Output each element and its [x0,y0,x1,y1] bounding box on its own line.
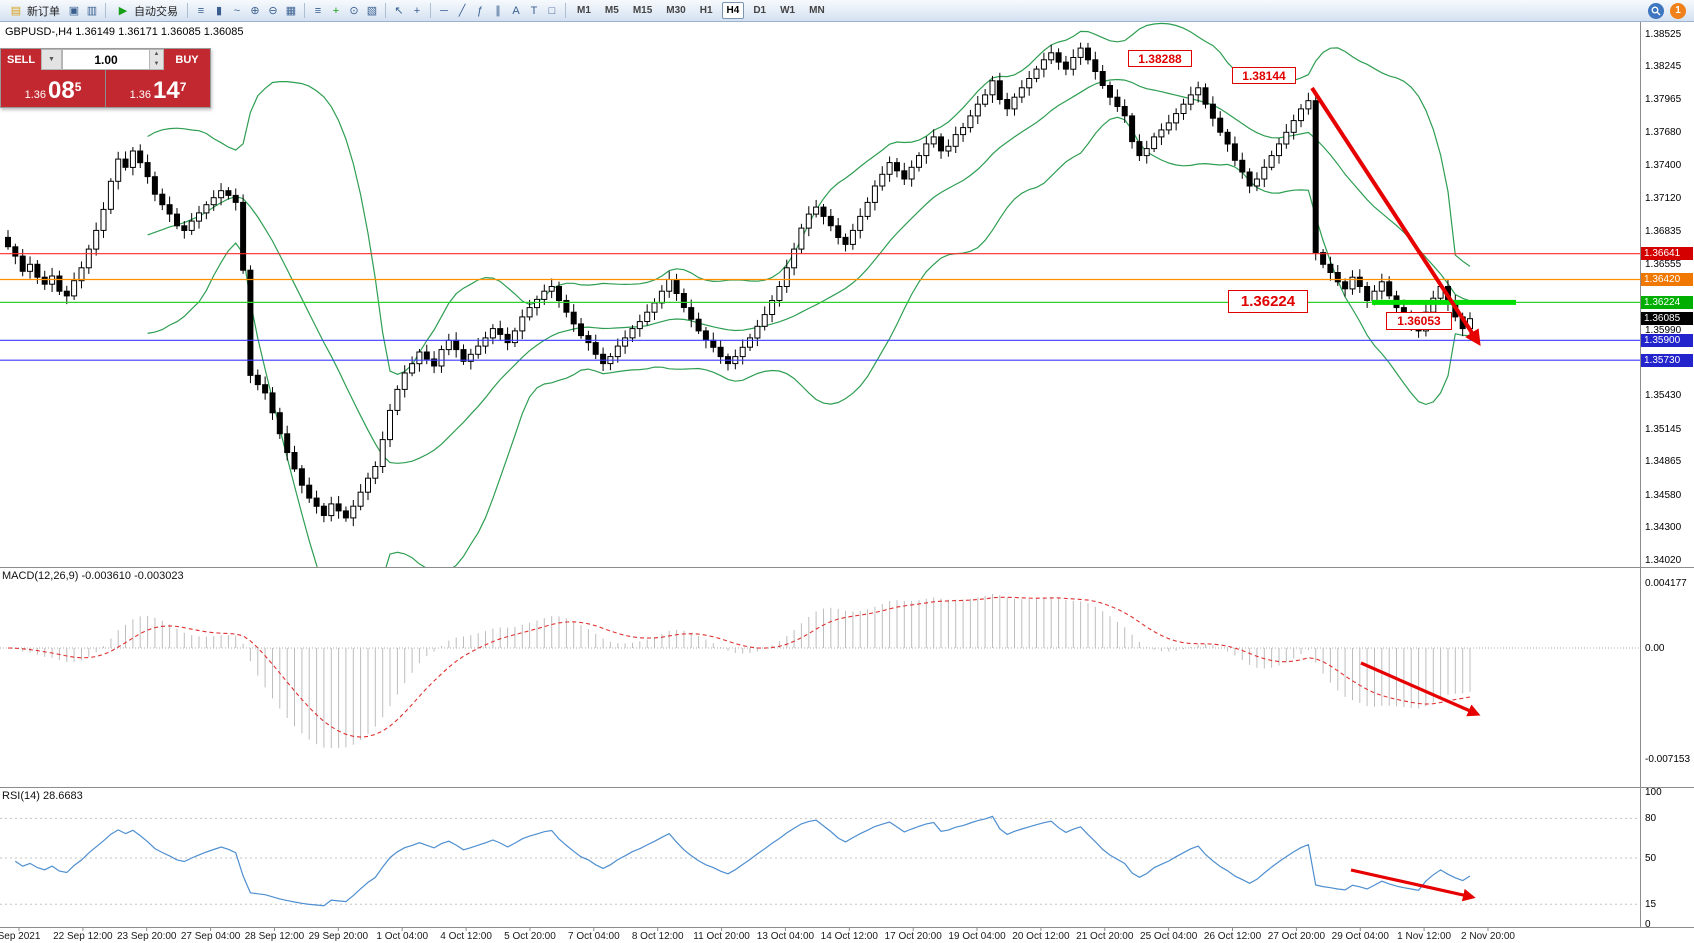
timeframe-button-m1[interactable]: M1 [572,2,596,19]
sell-price-big: 08 [48,77,75,104]
toolbar-separator [385,3,386,18]
volume-increase-button[interactable]: ▲ [153,51,160,57]
shapes-tool-icon[interactable]: □ [548,4,556,17]
buy-price-button[interactable]: 1.36 14 7 [106,70,210,107]
periods-icon[interactable]: ⊙ [349,4,359,17]
support-segment[interactable] [1372,299,1516,305]
add-indicator-icon[interactable]: + [332,4,340,17]
timeframe-button-d1[interactable]: D1 [748,2,771,19]
trendline-tool-icon[interactable]: ╱ [458,4,466,17]
toolbar-separator [565,3,566,18]
timeframe-button-m5[interactable]: M5 [600,2,624,19]
toolbar-right-group: 1 [1648,2,1690,19]
crosshair-icon[interactable]: + [413,4,421,17]
buy-price-big: 14 [153,77,180,104]
sell-price-button[interactable]: 1.36 08 5 [1,70,105,107]
zoom-in-icon[interactable]: ⊕ [250,4,260,17]
macd-signal-line [7,596,1471,738]
macd-histogram [0,593,1640,748]
candlesticks [5,42,1473,527]
timeframe-button-h1[interactable]: H1 [695,2,718,19]
tile-windows-icon[interactable]: ▦ [285,4,297,17]
buy-button[interactable]: BUY [164,49,210,70]
sell-button[interactable]: SELL [1,49,41,70]
macd-indicator-label: MACD(12,26,9) -0.003610 -0.003023 [2,570,184,582]
fibonacci-tool-icon[interactable]: ƒ [476,4,484,17]
toolbar-separator [105,3,106,18]
volume-stepper: ▲ ▼ [149,50,163,69]
volume-input[interactable] [63,50,149,69]
rsi-indicator-label: RSI(14) 28.6683 [2,790,83,802]
profiles-icon[interactable]: ▥ [86,4,98,17]
bar-chart-icon[interactable]: ≡ [197,4,205,17]
chart-background [0,22,1694,943]
one-click-trade-panel: SELL ▼ ▲ ▼ BUY 1.36 08 5 1.36 14 7 [0,48,211,108]
notification-badge[interactable]: 1 [1670,2,1686,19]
toolbar-separator [187,3,188,18]
sell-price-prefix: 1.36 [24,89,47,101]
templates-icon[interactable]: ▧ [366,4,378,17]
buy-price-pip: 7 [179,80,187,94]
new-order-label: 新订单 [27,5,60,18]
timeframe-button-w1[interactable]: W1 [775,2,800,19]
horizontal-line-tool-icon[interactable]: ─ [440,4,448,17]
sell-price-pip: 5 [74,80,82,94]
zoom-out-icon[interactable]: ⊖ [268,4,278,17]
toolbar-separator [304,3,305,18]
trade-panel-price-row: 1.36 08 5 1.36 14 7 [1,70,210,107]
autotrading-play-icon: ▶ [118,4,128,17]
line-chart-icon[interactable]: ~ [233,4,241,17]
toolbar-separator [430,3,431,18]
buy-price-prefix: 1.36 [129,89,152,101]
indicators-icon[interactable]: ≡ [314,4,322,17]
text-tool-icon[interactable]: A [512,4,520,17]
new-order-icon: ▤ [10,4,22,17]
timeframe-button-mn[interactable]: MN [804,2,830,19]
timeframe-button-m15[interactable]: M15 [628,2,657,19]
autotrading-button[interactable]: ▶ 自动交易 [111,2,182,20]
rsi-pane-content [0,815,1640,907]
timeframe-button-h4[interactable]: H4 [721,2,745,19]
trend-arrows[interactable] [1310,86,1481,902]
chart-ohlc-title: GBPUSD-,H4 1.36149 1.36171 1.36085 1.360… [5,26,244,38]
channel-tool-icon[interactable]: ∥ [495,4,501,17]
chart-window-icon[interactable]: ▣ [68,4,80,17]
candlestick-chart-icon[interactable]: ▮ [215,4,223,17]
volume-dropdown-button[interactable]: ▼ [41,49,62,70]
timeframe-button-m30[interactable]: M30 [661,2,690,19]
trade-panel-top-row: SELL ▼ ▲ ▼ BUY [1,49,210,70]
volume-decrease-button[interactable]: ▼ [153,60,160,67]
volume-field-group: ▲ ▼ [62,49,164,70]
chevron-down-icon: ▼ [48,56,55,63]
label-tool-icon[interactable]: T [530,4,538,17]
horizontal-level-lines[interactable] [0,253,1640,361]
cursor-icon[interactable]: ↖ [394,4,404,17]
search-icon[interactable] [1648,2,1664,19]
new-order-button[interactable]: ▤ 新订单 [4,2,64,20]
autotrading-label: 自动交易 [134,5,178,18]
toolbar: ▤ 新订单 ▣ ▥ ▶ 自动交易 ≡ ▮ ~ ⊕ ⊖ ▦ ≡ + ⊙ ▧ ↖ +… [0,0,1694,22]
